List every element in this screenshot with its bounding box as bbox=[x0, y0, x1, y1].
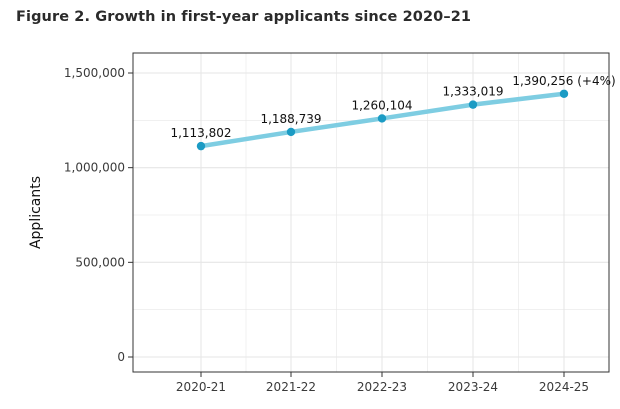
y-axis-ticks: 0 500,000 1,000,000 1,500,000 bbox=[64, 66, 133, 364]
data-point bbox=[377, 114, 387, 123]
data-label: 1,390,256 (+4%) bbox=[512, 74, 615, 88]
x-axis-ticks: 2020-21 2021-22 2022-23 2023-24 2024-25 bbox=[176, 372, 589, 394]
data-point bbox=[559, 89, 569, 98]
data-label: 1,260,104 bbox=[351, 98, 412, 112]
x-tick-label: 2022-23 bbox=[357, 380, 407, 394]
series-applicants bbox=[196, 89, 569, 151]
data-labels: 1,113,802 1,188,739 1,260,104 1,333,019 1,39… bbox=[170, 74, 615, 140]
data-label: 1,113,802 bbox=[170, 126, 231, 140]
x-tick-label: 2020-21 bbox=[176, 380, 226, 394]
data-label: 1,333,019 bbox=[442, 85, 503, 99]
y-tick-label: 1,500,000 bbox=[64, 66, 125, 80]
y-tick-label: 0 bbox=[117, 350, 125, 364]
x-tick-label: 2023-24 bbox=[448, 380, 498, 394]
grid-lines bbox=[133, 53, 609, 372]
y-tick-label: 500,000 bbox=[75, 255, 125, 269]
chart-title: Figure 2. Growth in first-year applicant… bbox=[16, 9, 472, 25]
y-tick-label: 1,000,000 bbox=[64, 161, 125, 175]
data-point bbox=[286, 127, 296, 137]
y-axis-label: Applicants bbox=[28, 176, 44, 249]
data-point bbox=[468, 100, 478, 109]
x-tick-label: 2024-25 bbox=[539, 380, 589, 394]
x-tick-label: 2021-22 bbox=[266, 380, 316, 394]
data-point bbox=[196, 141, 206, 151]
data-label: 1,188,739 bbox=[260, 112, 321, 126]
plot-panel-border bbox=[132, 52, 610, 373]
